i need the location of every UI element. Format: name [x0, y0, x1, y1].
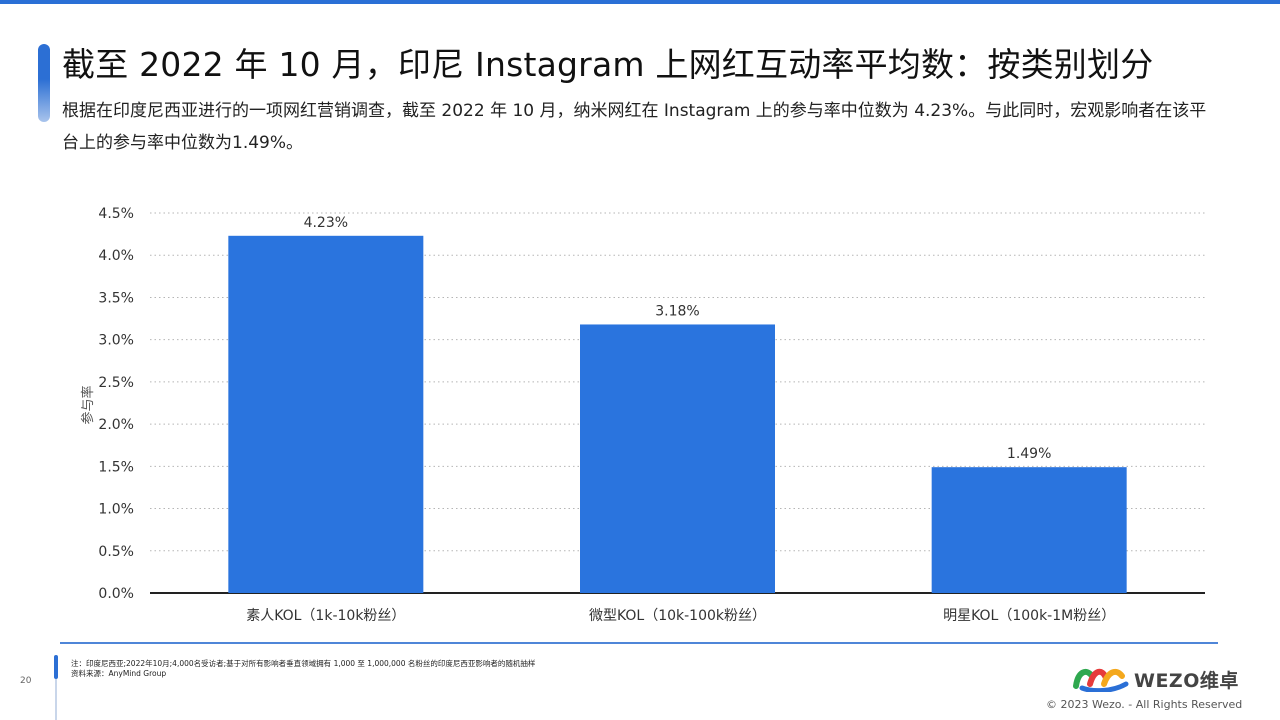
bar: [228, 235, 424, 594]
copyright: © 2023 Wezo. - All Rights Reserved: [1046, 698, 1243, 711]
footnote: 注：印度尼西亚;2022年10月;4,000名受访者;基于对所有影响者垂直领域拥…: [71, 659, 535, 679]
title-accent-bar: [38, 44, 50, 122]
y-tick-label: 2.5%: [98, 375, 134, 391]
logo-text: WEZO维卓: [1134, 670, 1239, 692]
footnote-source: 资料来源：AnyMind Group: [71, 669, 167, 678]
y-tick-label: 1.0%: [98, 502, 134, 518]
slide-subtitle: 根据在印度尼西亚进行的一项网红营销调查，截至 2022 年 10 月，纳米网红在…: [62, 101, 1207, 153]
y-tick-label: 0.0%: [98, 586, 134, 602]
x-tick-label: 素人KOL（1k-10k粉丝）: [246, 608, 405, 624]
data-label: 3.18%: [655, 303, 699, 319]
footer-accent-bar: [54, 655, 58, 679]
footnote-note: 注：印度尼西亚;2022年10月;4,000名受访者;基于对所有影响者垂直领域拥…: [71, 659, 536, 668]
x-tick-label: 微型KOL（10k-100k粉丝）: [589, 608, 766, 624]
y-tick-label: 4.5%: [98, 206, 134, 222]
y-tick-label: 2.0%: [98, 417, 134, 433]
bar: [931, 467, 1127, 593]
page-number: 20: [20, 676, 32, 686]
y-tick-label: 3.5%: [98, 290, 134, 306]
slide-title: 截至 2022 年 10 月，印尼 Instagram 上网红互动率平均数：按类…: [62, 45, 1154, 84]
y-tick-label: 4.0%: [98, 248, 134, 264]
footer-vertical-line: [55, 679, 57, 720]
wezo-logo-mark-icon: [1073, 668, 1129, 692]
bar: [580, 324, 775, 593]
footer-divider: [60, 642, 1218, 644]
top-accent-bar: [0, 0, 1280, 4]
y-tick-label: 1.5%: [98, 459, 134, 475]
data-label: 4.23%: [304, 215, 348, 231]
y-tick-label: 3.0%: [98, 333, 134, 349]
x-tick-label: 明星KOL（100k-1M粉丝）: [943, 608, 1115, 624]
wezo-logo: WEZO维卓: [1072, 662, 1238, 692]
y-tick-label: 0.5%: [98, 544, 134, 560]
y-axis-label: 参与率: [80, 385, 96, 424]
data-label: 1.49%: [1007, 446, 1051, 462]
